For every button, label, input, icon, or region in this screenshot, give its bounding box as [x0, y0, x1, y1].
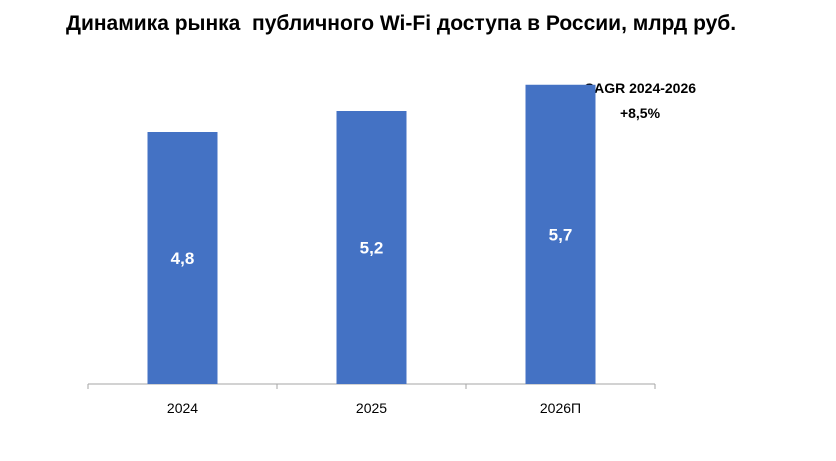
cagr-annotation: CAGR 2024-2026 +8,5%	[560, 76, 720, 126]
x-tick-label: 2024	[167, 400, 198, 416]
bar-2025	[336, 111, 407, 384]
data-label: 5,7	[549, 225, 573, 244]
chart-title: Динамика рынка публичного Wi-Fi доступа …	[66, 12, 737, 35]
bar-2024	[147, 132, 218, 384]
bar-2026П	[525, 84, 596, 384]
cagr-value: +8,5%	[619, 105, 661, 121]
x-tick-label: 2026П	[540, 400, 581, 416]
data-label: 4,8	[171, 249, 195, 268]
cagr-label: CAGR 2024-2026	[583, 80, 697, 96]
x-tick-label: 2025	[356, 400, 387, 416]
data-label: 5,2	[360, 239, 384, 258]
